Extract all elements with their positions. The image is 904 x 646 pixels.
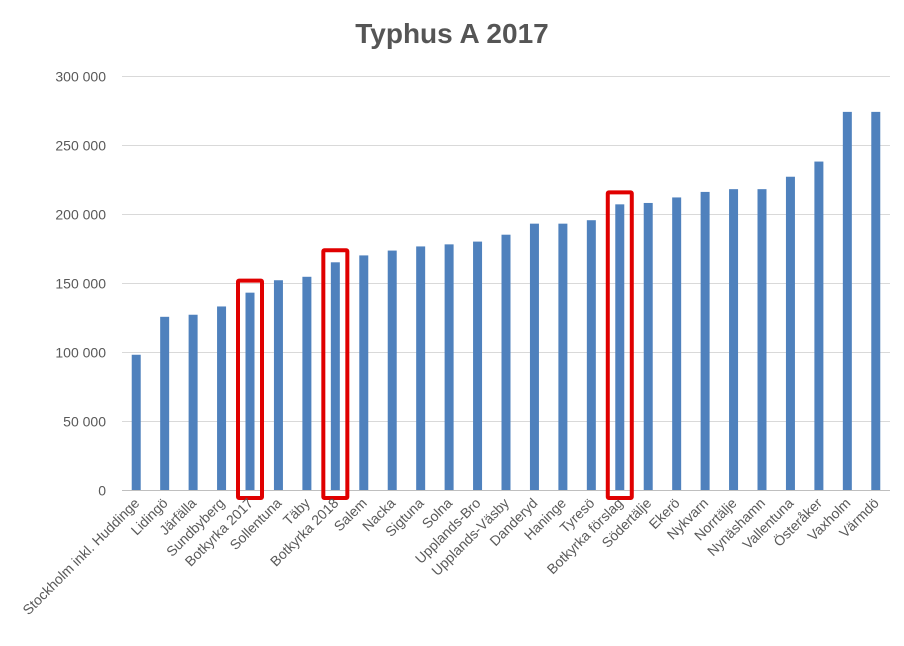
bar-upplands-bro	[473, 241, 483, 490]
bar-stockholm-inkl-huddinge	[131, 354, 141, 490]
y-tick-label: 0	[98, 483, 106, 499]
y-tick-label: 100 000	[55, 345, 106, 361]
bar-taby	[302, 276, 312, 490]
bar-solna	[444, 244, 454, 490]
highlight-box-botkyrka-2018	[321, 248, 350, 500]
bar-sigtuna	[416, 246, 426, 490]
bar-varmdo	[871, 111, 881, 490]
bar-tyreso	[586, 220, 596, 490]
chart-title: Typhus A 2017	[355, 18, 548, 49]
y-axis-tick-labels: 0 50 000 100 000 150 000 200 000 250 000 300 0…	[55, 69, 106, 499]
bar-salem	[359, 255, 369, 490]
bar-sollentuna	[273, 280, 283, 490]
y-tick-label: 200 000	[55, 207, 106, 223]
bar-haninge	[558, 223, 568, 490]
bar-upplands-vasby	[501, 234, 511, 490]
bar-osteraker	[814, 161, 824, 490]
y-tick-label: 300 000	[55, 69, 106, 85]
bar-nykvarn	[700, 191, 710, 491]
bar-norrtalje	[729, 189, 739, 490]
x-tick-label: Stockholm inkl. Huddinge	[19, 495, 142, 618]
bar-nynashamn	[757, 189, 767, 490]
highlight-box-botkyrka-2017	[236, 278, 264, 500]
bar-sodertalje	[643, 202, 653, 490]
highlight-box-botkyrka-forslag	[605, 190, 634, 500]
y-tick-label: 250 000	[55, 138, 106, 154]
bar-jarfalla	[188, 314, 198, 490]
bar-botkyrka-2017	[245, 292, 255, 490]
bar-botkyrka-forslag	[615, 204, 625, 490]
y-tick-label: 50 000	[63, 414, 106, 430]
bar-ekero	[672, 197, 682, 490]
bar-danderyd	[529, 223, 539, 490]
bars	[131, 111, 881, 491]
bar-vallentuna	[785, 176, 795, 491]
y-tick-label: 150 000	[55, 276, 106, 292]
x-axis-category-labels: Stockholm inkl. HuddingeLidingöJärfällaS…	[19, 494, 882, 618]
bar-botkyrka-2018	[330, 262, 340, 490]
bar-lidingo	[160, 316, 170, 490]
bar-vaxholm	[842, 111, 852, 490]
bar-sundbyberg	[217, 306, 227, 490]
bar-nacka	[387, 250, 397, 490]
highlight-boxes	[236, 190, 634, 500]
